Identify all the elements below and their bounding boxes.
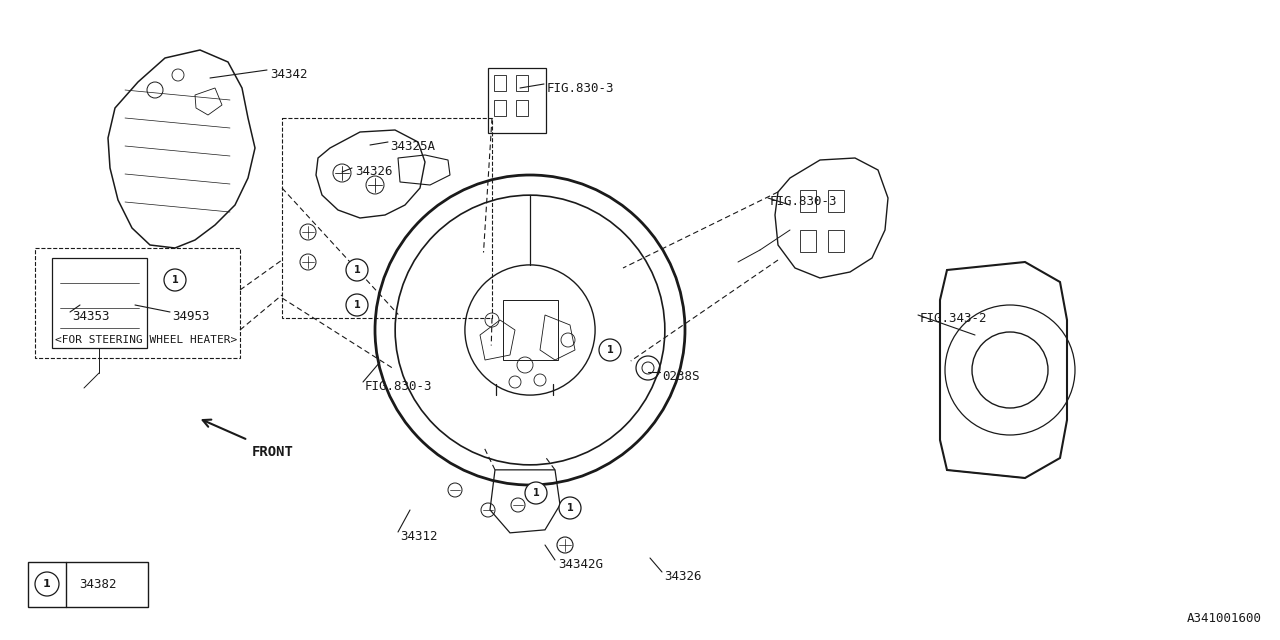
Bar — [494, 100, 506, 116]
Text: 34326: 34326 — [355, 165, 393, 178]
Bar — [516, 75, 529, 91]
Text: 1: 1 — [44, 579, 51, 589]
Bar — [494, 75, 506, 91]
Bar — [800, 230, 817, 252]
Text: FIG.830-3: FIG.830-3 — [365, 380, 433, 393]
Circle shape — [559, 497, 581, 519]
Bar — [828, 190, 844, 212]
Text: 34382: 34382 — [79, 577, 116, 591]
Circle shape — [346, 259, 369, 281]
Circle shape — [525, 482, 547, 504]
Circle shape — [164, 269, 186, 291]
Bar — [516, 100, 529, 116]
Text: 1: 1 — [607, 345, 613, 355]
Text: 34325A: 34325A — [390, 140, 435, 153]
Text: <FOR STEERING WHEEL HEATER>: <FOR STEERING WHEEL HEATER> — [55, 335, 237, 345]
Text: FRONT: FRONT — [252, 445, 294, 459]
Text: FIG.830-3: FIG.830-3 — [771, 195, 837, 208]
Text: 1: 1 — [172, 275, 178, 285]
Text: A341001600: A341001600 — [1187, 612, 1262, 625]
Text: FIG.343-2: FIG.343-2 — [920, 312, 987, 325]
Text: 34326: 34326 — [664, 570, 701, 583]
Text: 1: 1 — [353, 265, 361, 275]
Text: FIG.830-3: FIG.830-3 — [547, 82, 614, 95]
Circle shape — [599, 339, 621, 361]
Bar — [488, 68, 547, 133]
Bar — [35, 248, 241, 358]
Circle shape — [35, 572, 59, 596]
Text: 34342G: 34342G — [558, 558, 603, 571]
Text: 1: 1 — [567, 503, 573, 513]
Text: 34353: 34353 — [72, 310, 110, 323]
Text: 1: 1 — [353, 300, 361, 310]
Bar — [52, 258, 147, 348]
Text: 1: 1 — [532, 488, 539, 498]
Bar — [282, 118, 492, 318]
Text: 34342: 34342 — [270, 68, 307, 81]
Circle shape — [346, 294, 369, 316]
Bar — [800, 190, 817, 212]
Text: 34312: 34312 — [399, 530, 438, 543]
Bar — [28, 562, 148, 607]
Bar — [828, 230, 844, 252]
Text: 0238S: 0238S — [662, 370, 699, 383]
Text: 34953: 34953 — [172, 310, 210, 323]
